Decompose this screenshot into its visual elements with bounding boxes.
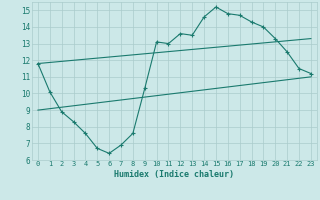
X-axis label: Humidex (Indice chaleur): Humidex (Indice chaleur) <box>115 170 234 179</box>
